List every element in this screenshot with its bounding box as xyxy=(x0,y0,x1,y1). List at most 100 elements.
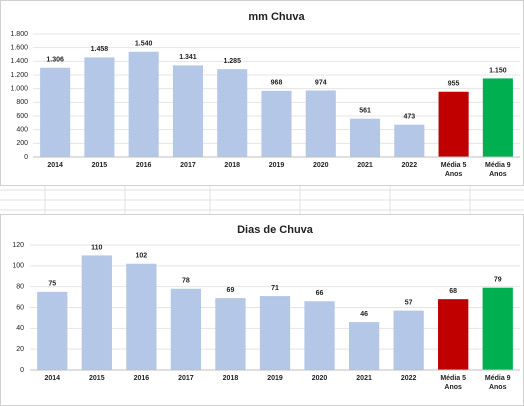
value-label: 110 xyxy=(91,244,102,251)
y-tick-label: 20 xyxy=(16,346,24,353)
y-tick-label: 600 xyxy=(16,113,28,120)
x-tick-label: 2021 xyxy=(357,162,373,169)
value-label: 57 xyxy=(405,299,413,306)
x-tick-label: 2015 xyxy=(91,162,108,169)
x-tick-label-box: 2021 xyxy=(357,162,373,169)
x-tick-label: Média 5 Anos xyxy=(440,375,467,391)
value-label: 66 xyxy=(316,290,324,297)
x-tick-label: 2020 xyxy=(312,162,329,169)
bar xyxy=(349,118,381,157)
bar xyxy=(217,69,248,157)
x-tick-label-box: 2019 xyxy=(268,162,285,169)
value-label: 79 xyxy=(494,277,502,284)
y-tick-label: 1.000 xyxy=(10,86,28,93)
y-tick-label: 0 xyxy=(20,367,24,374)
x-tick-label-box: 2022 xyxy=(402,162,418,169)
bar xyxy=(81,255,112,370)
value-label: 68 xyxy=(449,288,457,295)
x-tick-label-box: 2014 xyxy=(44,375,61,382)
bar xyxy=(37,291,68,370)
value-label: 1.458 xyxy=(91,46,109,53)
x-tick-label: Média 5 Anos xyxy=(440,162,467,178)
bar xyxy=(393,310,424,370)
value-label: 561 xyxy=(359,108,371,115)
x-tick-label: Média 9 Anos xyxy=(485,162,511,178)
x-tick-label-box: 2021 xyxy=(356,375,372,382)
value-label: 75 xyxy=(48,281,56,288)
value-label: 955 xyxy=(448,81,460,88)
y-tick-label: 200 xyxy=(16,140,28,147)
bar xyxy=(172,65,204,157)
y-tick-label: 0 xyxy=(24,154,28,161)
x-tick-label-box: Média 5 Anos xyxy=(440,162,467,178)
x-tick-label: 2017 xyxy=(178,375,194,382)
bar xyxy=(305,90,336,157)
x-tick-label: 2019 xyxy=(267,375,283,382)
x-tick-label-box: 2018 xyxy=(222,375,239,382)
value-label: 473 xyxy=(403,114,415,121)
value-label: 71 xyxy=(271,285,279,292)
y-tick-label: 800 xyxy=(16,99,28,106)
x-tick-label-box: 2017 xyxy=(178,375,194,382)
value-label: 1.341 xyxy=(179,54,197,61)
y-tick-label: 1.400 xyxy=(10,58,28,65)
value-label: 1.306 xyxy=(46,57,64,64)
y-tick-label: 400 xyxy=(16,127,28,134)
x-tick-label-box: 2020 xyxy=(312,162,329,169)
x-tick-label: 2018 xyxy=(222,375,239,382)
y-tick-label: 80 xyxy=(16,284,24,291)
chart-title: mm Chuva xyxy=(248,11,305,23)
bar xyxy=(170,288,202,370)
value-label: 1.150 xyxy=(489,67,507,74)
value-label: 78 xyxy=(182,278,190,285)
chart-title: Dias de Chuva xyxy=(237,224,314,236)
value-label: 974 xyxy=(315,79,327,86)
x-tick-label: 2019 xyxy=(268,162,285,169)
value-label: 1.285 xyxy=(223,58,241,65)
y-tick-label: 1.200 xyxy=(10,72,28,79)
value-label: 1.540 xyxy=(135,41,153,48)
bar xyxy=(394,124,425,157)
bar xyxy=(215,298,246,370)
x-tick-label: 2021 xyxy=(356,375,372,382)
x-tick-label-box: 2022 xyxy=(400,375,417,382)
bar xyxy=(259,296,291,370)
bar xyxy=(438,299,469,370)
x-tick-label-box: 2017 xyxy=(180,162,196,169)
x-tick-label-box: Média 9 Anos xyxy=(485,162,511,178)
bar xyxy=(126,263,157,370)
value-label: 69 xyxy=(227,287,235,294)
bar xyxy=(482,78,513,157)
y-tick-label: 120 xyxy=(12,242,24,249)
sheet-grid xyxy=(0,186,524,214)
y-tick-label: 100 xyxy=(12,263,24,270)
y-tick-label: 40 xyxy=(16,325,24,332)
x-tick-label: 2020 xyxy=(311,375,328,382)
x-tick-label-box: 2016 xyxy=(136,162,152,169)
bar xyxy=(348,322,380,370)
y-tick-label: 1.800 xyxy=(10,31,28,38)
value-label: 968 xyxy=(271,80,283,87)
x-tick-label-box: Média 9 Anos xyxy=(485,375,511,391)
bar xyxy=(128,51,159,158)
y-tick-label: 60 xyxy=(16,304,24,311)
value-label: 46 xyxy=(360,311,368,318)
x-tick-label-box: 2014 xyxy=(47,162,63,169)
x-tick-label-box: 2015 xyxy=(91,162,108,169)
x-tick-label-box: 2015 xyxy=(89,375,105,382)
bar xyxy=(482,287,513,370)
bar xyxy=(261,90,292,157)
x-tick-label: 2017 xyxy=(180,162,196,169)
x-tick-label-box: Média 5 Anos xyxy=(440,375,467,391)
x-tick-label: 2022 xyxy=(400,375,417,382)
y-tick-label: 1.600 xyxy=(10,45,28,52)
x-tick-label: 2014 xyxy=(44,375,61,382)
x-tick-label-box: 2019 xyxy=(267,375,283,382)
bar xyxy=(40,67,71,157)
x-tick-label: 2014 xyxy=(47,162,63,169)
x-tick-label-box: 2020 xyxy=(311,375,328,382)
x-tick-label-box: 2016 xyxy=(133,375,150,382)
x-tick-label: 2018 xyxy=(224,162,240,169)
x-tick-label: 2016 xyxy=(133,375,150,382)
